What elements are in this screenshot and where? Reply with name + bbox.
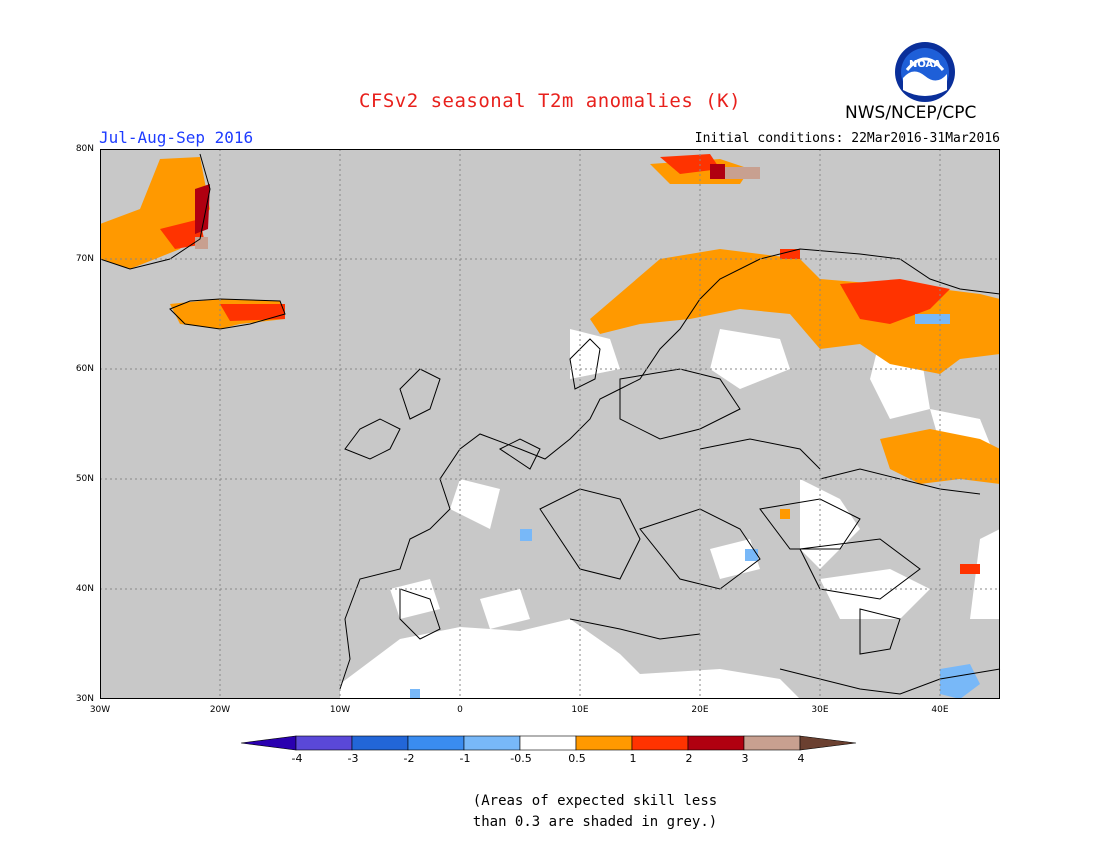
colorbar-cell [519, 735, 577, 751]
colorbar-label: 4 [797, 752, 805, 765]
initial-conditions-label: Initial conditions: 22Mar2016-31Mar2016 [694, 131, 1000, 146]
noaa-logo-icon: NOAA [895, 42, 955, 102]
colorbar-label: -2 [403, 752, 415, 765]
logo-text: NOAA [909, 59, 941, 70]
colorbar-cell [295, 735, 353, 751]
cool-anomaly-regions [410, 314, 980, 699]
colorbar-arrow-right [799, 735, 857, 751]
y-tick-label: 80N [75, 144, 94, 154]
very-warm-anomaly-regions [195, 164, 725, 234]
x-tick-label: 10W [329, 705, 351, 715]
x-tick-label: 10E [571, 705, 589, 715]
x-tick-label: 30W [89, 705, 111, 715]
colorbar [240, 735, 857, 751]
x-tick-label: 30E [811, 705, 829, 715]
colorbar-cell [463, 735, 521, 751]
colorbar-label: 3 [741, 752, 749, 765]
map-title: CFSv2 seasonal T2m anomalies (K) [358, 90, 742, 112]
colorbar-cell [575, 735, 633, 751]
agency-label: NWS/NCEP/CPC [845, 103, 977, 123]
colorbar-label: 0.5 [568, 752, 586, 765]
colorbar-arrow-left [240, 735, 297, 751]
footnote-line: than 0.3 are shaded in grey.) [472, 814, 718, 830]
colorbar-cell [631, 735, 689, 751]
colorbar-label: -3 [347, 752, 359, 765]
colorbar-cell [687, 735, 745, 751]
extreme-warm-anomaly-regions [195, 167, 760, 249]
colorbar-label: 1 [629, 752, 637, 765]
footnote-line: (Areas of expected skill less [472, 793, 718, 809]
x-tick-label: 40E [931, 705, 949, 715]
colorbar-label: -0.5 [510, 752, 532, 765]
map-frame [100, 149, 1000, 699]
gridlines [100, 149, 1000, 699]
y-tick-label: 40N [75, 584, 94, 594]
y-tick-label: 30N [75, 694, 94, 704]
colorbar-label: 2 [685, 752, 693, 765]
y-tick-label: 70N [75, 254, 94, 264]
y-tick-label: 50N [75, 474, 94, 484]
colorbar-label: -1 [459, 752, 471, 765]
colorbar-cell [743, 735, 801, 751]
y-tick-label: 60N [75, 364, 94, 374]
colorbar-cell [351, 735, 409, 751]
anomaly-map [100, 149, 1001, 699]
season-label: Jul-Aug-Sep 2016 [99, 128, 254, 147]
x-tick-label: 0 [457, 705, 463, 715]
colorbar-label: -4 [291, 752, 303, 765]
x-tick-label: 20E [691, 705, 709, 715]
strong-warm-anomaly-regions [160, 154, 980, 574]
skill-footnote: (Areas of expected skill less than 0.3 a… [440, 791, 750, 833]
x-tick-label: 20W [209, 705, 231, 715]
colorbar-cell [407, 735, 465, 751]
